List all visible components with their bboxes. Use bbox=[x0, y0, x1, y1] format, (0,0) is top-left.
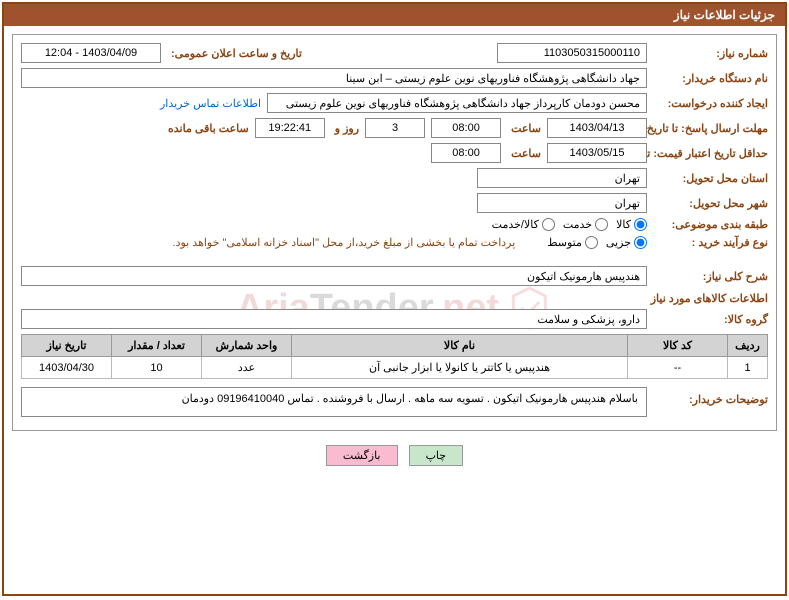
buyer-org-value: جهاد دانشگاهی پژوهشگاه فناوریهای نوین عل… bbox=[21, 68, 647, 88]
province-value: تهران bbox=[477, 168, 647, 188]
cell-row: 1 bbox=[728, 357, 768, 379]
category-radios: کالا خدمت کالا/خدمت bbox=[492, 218, 647, 231]
radio-goods[interactable]: کالا bbox=[616, 218, 647, 231]
time-label-1: ساعت bbox=[507, 122, 541, 135]
remain-days: 3 bbox=[365, 118, 425, 138]
creator-label: ایجاد کننده درخواست: bbox=[653, 97, 768, 110]
radio-medium[interactable]: متوسط bbox=[547, 236, 598, 249]
days-and: روز و bbox=[331, 122, 359, 135]
deadline-label: مهلت ارسال پاسخ: تا تاریخ: bbox=[653, 122, 768, 135]
need-no-value: 1103050315000110 bbox=[497, 43, 647, 63]
cell-unit: عدد bbox=[202, 357, 292, 379]
deadline-date: 1403/04/13 bbox=[547, 118, 647, 138]
contact-link[interactable]: اطلاعات تماس خریدار bbox=[160, 97, 261, 110]
page-title: جزئیات اطلاعات نیاز bbox=[4, 4, 785, 26]
summary-label: شرح کلی نیاز: bbox=[653, 270, 768, 283]
city-value: تهران bbox=[477, 193, 647, 213]
process-radios: جزیی متوسط bbox=[547, 236, 647, 249]
cell-date: 1403/04/30 bbox=[22, 357, 112, 379]
th-row: ردیف bbox=[728, 335, 768, 357]
group-label: گروه کالا: bbox=[653, 313, 768, 326]
validity-label: حداقل تاریخ اعتبار قیمت: تا تاریخ: bbox=[653, 147, 768, 160]
group-value: دارو، پزشکی و سلامت bbox=[21, 309, 647, 329]
buyer-org-label: نام دستگاه خریدار: bbox=[653, 72, 768, 85]
radio-goods-input[interactable] bbox=[634, 218, 647, 231]
summary-value: هندپیس هارمونیک اتیکون bbox=[21, 266, 647, 286]
th-qty: تعداد / مقدار bbox=[112, 335, 202, 357]
items-table: ردیف کد کالا نام کالا واحد شمارش تعداد /… bbox=[21, 334, 768, 379]
need-no-label: شماره نیاز: bbox=[653, 47, 768, 60]
time-label-2: ساعت bbox=[507, 147, 541, 160]
cell-name: هندپیس یا کاتتر یا کانولا یا ابزار جانبی… bbox=[292, 357, 628, 379]
buyer-notes-value: باسلام هندپیس هارمونیک اتیکون . تسویه سه… bbox=[21, 387, 647, 417]
button-row: چاپ بازگشت bbox=[12, 437, 777, 474]
category-label: طبقه بندی موضوعی: bbox=[653, 218, 768, 231]
process-label: نوع فرآیند خرید : bbox=[653, 236, 768, 249]
deadline-time: 08:00 bbox=[431, 118, 501, 138]
cell-code: -- bbox=[628, 357, 728, 379]
back-button[interactable]: بازگشت bbox=[326, 445, 398, 466]
main-fieldset: شماره نیاز: 1103050315000110 تاریخ و ساع… bbox=[12, 34, 777, 431]
province-label: استان محل تحویل: bbox=[653, 172, 768, 185]
creator-value: محسن دودمان کارپرداز جهاد دانشگاهی پژوهش… bbox=[267, 93, 647, 113]
announce-value: 1403/04/09 - 12:04 bbox=[21, 43, 161, 63]
buyer-notes-label: توضیحات خریدار: bbox=[653, 387, 768, 406]
radio-service[interactable]: خدمت bbox=[563, 218, 608, 231]
radio-small-input[interactable] bbox=[634, 236, 647, 249]
radio-service-input[interactable] bbox=[595, 218, 608, 231]
th-code: کد کالا bbox=[628, 335, 728, 357]
th-name: نام کالا bbox=[292, 335, 628, 357]
payment-note: پرداخت تمام یا بخشی از مبلغ خرید،از محل … bbox=[173, 236, 516, 249]
radio-goods-service-input[interactable] bbox=[542, 218, 555, 231]
th-date: تاریخ نیاز bbox=[22, 335, 112, 357]
cell-qty: 10 bbox=[112, 357, 202, 379]
radio-goods-service[interactable]: کالا/خدمت bbox=[492, 218, 555, 231]
city-label: شهر محل تحویل: bbox=[653, 197, 768, 210]
remain-time: 19:22:41 bbox=[255, 118, 325, 138]
th-unit: واحد شمارش bbox=[202, 335, 292, 357]
validity-date: 1403/05/15 bbox=[547, 143, 647, 163]
print-button[interactable]: چاپ bbox=[409, 445, 464, 466]
radio-small[interactable]: جزیی bbox=[606, 236, 647, 249]
validity-time: 08:00 bbox=[431, 143, 501, 163]
table-row: 1 -- هندپیس یا کاتتر یا کانولا یا ابزار … bbox=[22, 357, 768, 379]
radio-medium-input[interactable] bbox=[585, 236, 598, 249]
remain-suffix: ساعت باقی مانده bbox=[164, 122, 249, 135]
goods-section-title: اطلاعات کالاهای مورد نیاز bbox=[21, 292, 768, 305]
announce-label: تاریخ و ساعت اعلان عمومی: bbox=[167, 47, 302, 60]
